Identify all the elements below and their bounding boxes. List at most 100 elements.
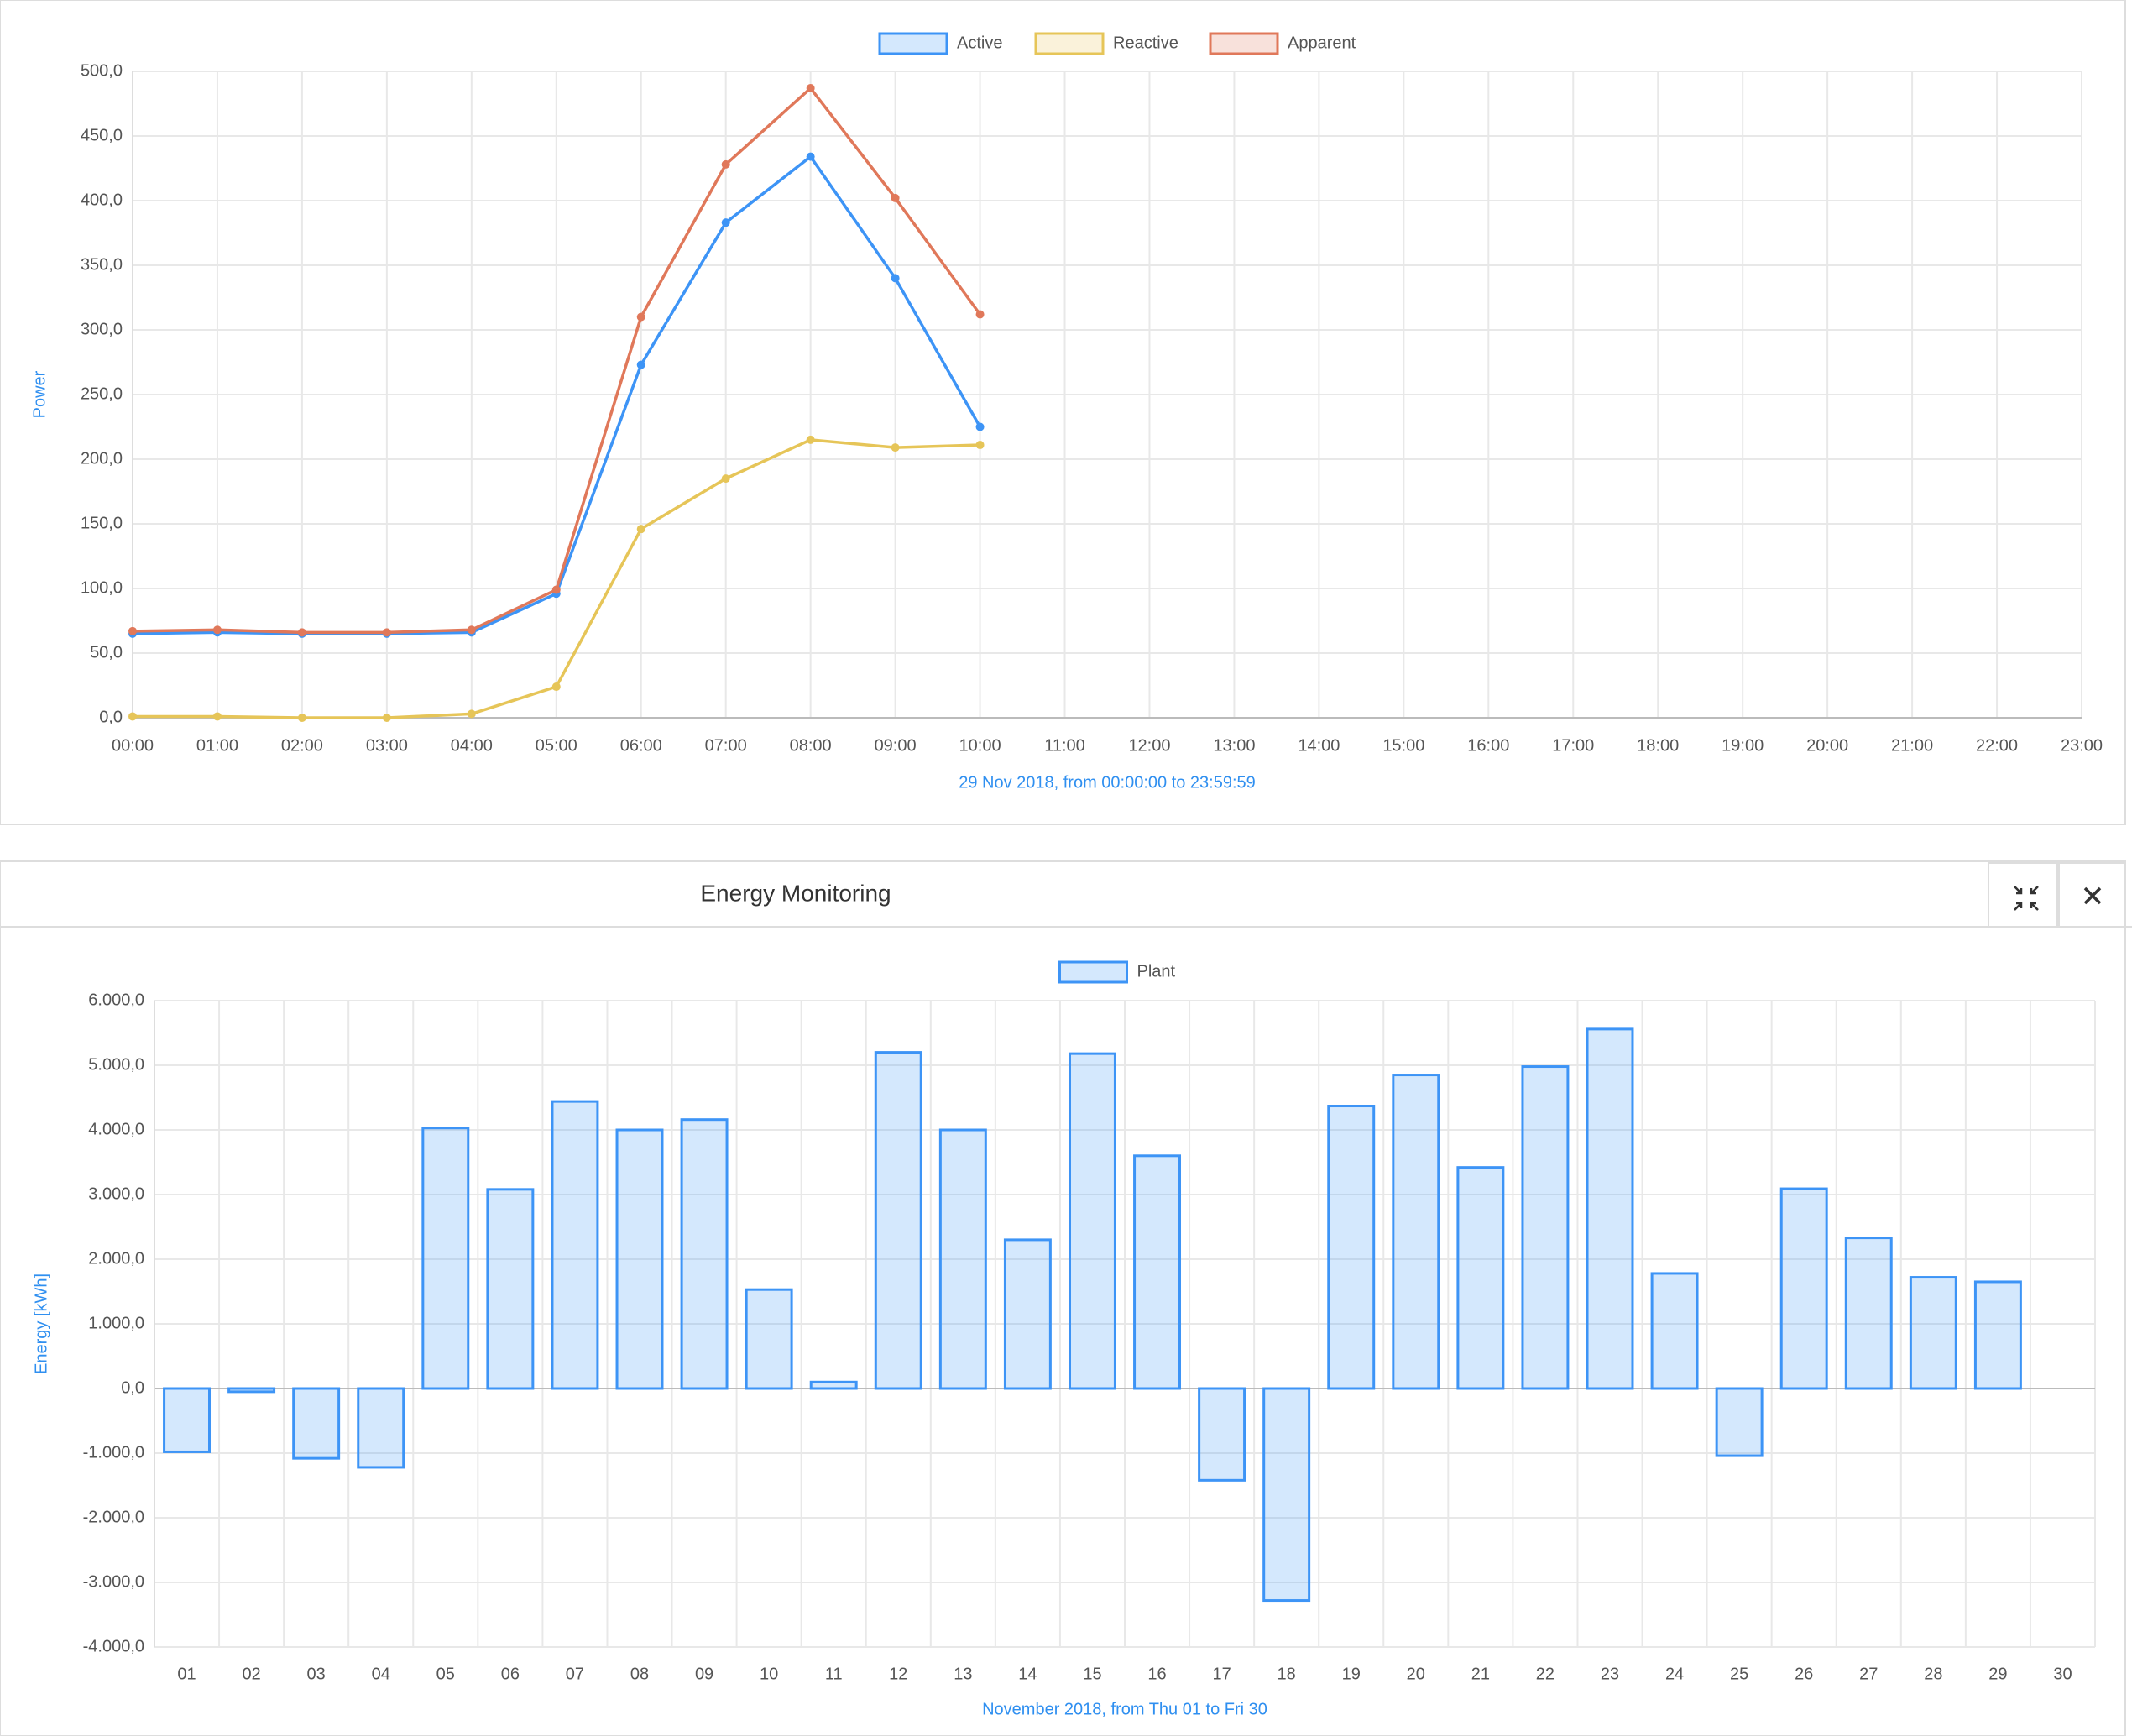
y-tick-label: 350,0 [81,255,123,274]
y-tick-label: 450,0 [81,126,123,144]
x-tick-label: 09:00 [875,736,917,755]
y-tick-label: 2.000,0 [88,1249,144,1268]
bar [227,1387,276,1394]
bar [1779,1187,1828,1390]
y-tick-label: 250,0 [81,384,123,403]
data-point [128,712,137,721]
x-tick-label: 18 [1278,1665,1296,1683]
top-panel [0,0,2126,825]
bar [615,1128,664,1390]
y-tick-label: 4.000,0 [88,1120,144,1138]
data-point [212,625,222,635]
x-tick-label: 22 [1536,1665,1555,1683]
bar [1003,1238,1052,1390]
x-tick-label: 16:00 [1467,736,1509,755]
x-tick-label: 04 [372,1665,390,1683]
panel-title: Energy Monitoring [700,880,891,906]
y-tick-label: 6.000,0 [88,991,144,1009]
y-tick-label: 150,0 [81,514,123,532]
x-tick-label: 30 [2053,1665,2072,1683]
x-tick-label: 07:00 [705,736,747,755]
x-tick-label: 27 [1859,1665,1878,1683]
y-tick-label: 500,0 [81,61,123,80]
x-tick-label: 13:00 [1213,736,1255,755]
bar [1133,1154,1182,1390]
x-tick-label: 23:00 [2061,736,2103,755]
close-icon[interactable] [2083,886,2102,905]
x-tick-label: 18:00 [1637,736,1679,755]
y-axis-title: Energy [kWh] [32,1273,50,1374]
data-point [382,714,391,722]
bar [1327,1105,1376,1390]
x-tick-label: 03:00 [366,736,408,755]
x-tick-label: 15:00 [1382,736,1424,755]
legend-label: Apparent [1288,34,1356,52]
bar [163,1387,212,1453]
bar [745,1288,793,1390]
x-tick-label: 20 [1407,1665,1425,1683]
x-tick-label: 13 [954,1665,972,1683]
x-tick-label: 02:00 [281,736,323,755]
close-button[interactable] [2058,862,2126,928]
y-tick-label: 50,0 [90,643,123,661]
y-tick-label: 300,0 [81,320,123,338]
x-tick-label: 11:00 [1044,736,1085,755]
collapse-icon[interactable] [2014,886,2039,911]
button-frame[interactable] [1988,862,2058,928]
x-tick-label: 08:00 [790,736,832,755]
x-tick-label: 02 [242,1665,260,1683]
collapse-button[interactable] [1988,862,2058,928]
x-tick-label: 17:00 [1552,736,1594,755]
bar [1650,1272,1699,1390]
legend-swatch [1034,32,1105,55]
data-point [551,585,561,594]
y-tick-label: 3.000,0 [88,1184,144,1203]
x-tick-label: 15 [1083,1665,1101,1683]
y-tick-label: -4.000,0 [83,1637,144,1655]
x-tick-label: 01:00 [196,736,238,755]
data-point [721,159,730,169]
data-point [721,474,730,484]
x-tick-label: 10:00 [959,736,1001,755]
data-point [975,422,985,431]
x-tick-label: 11 [825,1665,843,1683]
bar [1973,1280,2022,1390]
y-tick-label: 400,0 [81,191,123,209]
x-tick-label: 21 [1471,1665,1490,1683]
legend-label: Plant [1137,962,1176,980]
legend-swatch [878,32,948,55]
y-tick-label: 5.000,0 [88,1055,144,1074]
legend-swatch [1209,32,1279,55]
data-point [806,435,815,444]
x-tick-label: 22:00 [1976,736,2018,755]
x-tick-label: 14 [1018,1665,1037,1683]
data-point [975,441,985,450]
x-tick-label: 10 [760,1665,778,1683]
y-tick-label: 0,0 [99,708,123,726]
y-tick-label: -2.000,0 [83,1508,144,1526]
x-axis-title: November 2018, from Thu 01 to Fri 30 [982,1700,1267,1718]
x-tick-label: 08 [630,1665,649,1683]
x-axis-title: 29 Nov 2018, from 00:00:00 to 23:59:59 [959,773,1256,792]
bar [938,1128,987,1390]
data-point [382,628,391,637]
data-point [212,712,222,721]
data-point [467,625,476,635]
bar [1262,1387,1311,1603]
bar [1521,1065,1570,1390]
x-tick-label: 21:00 [1891,736,1933,755]
x-tick-label: 01 [177,1665,196,1683]
bar [357,1387,405,1469]
x-tick-label: 19 [1342,1665,1361,1683]
x-tick-label: 23 [1601,1665,1619,1683]
x-tick-label: 20:00 [1806,736,1848,755]
bar [1586,1027,1634,1390]
x-tick-label: 19:00 [1722,736,1764,755]
y-tick-label: -3.000,0 [83,1572,144,1591]
bar [1456,1166,1505,1390]
bar [1068,1052,1116,1390]
bar [1392,1074,1440,1390]
x-tick-label: 00:00 [112,736,154,755]
